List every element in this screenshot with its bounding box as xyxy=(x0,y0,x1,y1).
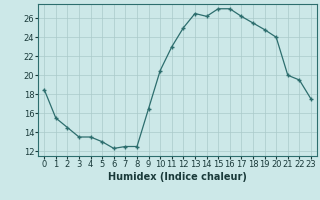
X-axis label: Humidex (Indice chaleur): Humidex (Indice chaleur) xyxy=(108,172,247,182)
